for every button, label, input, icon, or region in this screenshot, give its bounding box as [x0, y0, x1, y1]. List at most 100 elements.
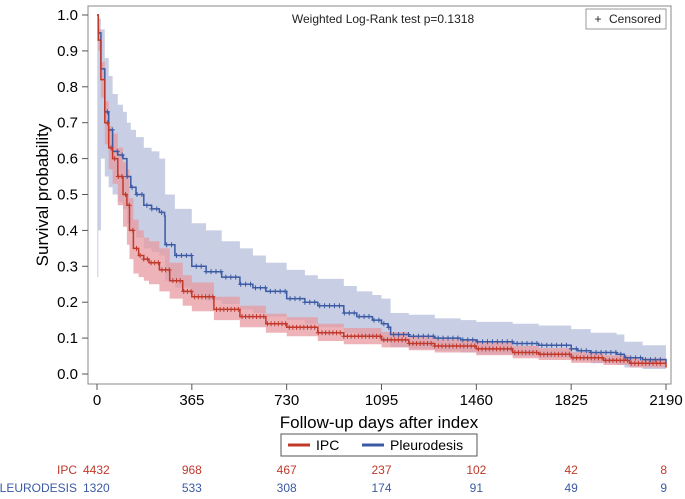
- censor-mark-pleurodesis: [460, 337, 466, 343]
- censor-mark-pleurodesis: [144, 202, 150, 208]
- censor-mark-ipc: [130, 227, 136, 233]
- censor-mark-pleurodesis: [563, 342, 569, 348]
- censor-mark-pleurodesis: [647, 357, 653, 363]
- censor-mark-pleurodesis: [480, 339, 486, 345]
- censor-mark-pleurodesis: [623, 355, 629, 361]
- censor-mark-pleurodesis: [139, 192, 145, 197]
- survival-line-pleurodesis: [97, 14, 667, 364]
- legend-ipc-label: IPC: [316, 437, 339, 453]
- censor-mark-ipc: [235, 306, 241, 312]
- censor-mark-pleurodesis: [233, 274, 239, 280]
- at-risk-value: 42: [564, 463, 578, 477]
- censor-mark-pleurodesis: [568, 346, 574, 352]
- censor-mark-pleurodesis: [272, 288, 278, 294]
- censor-mark-pleurodesis: [499, 339, 505, 345]
- at-risk-value: 968: [182, 463, 202, 477]
- at-risk-row-label: IPC: [57, 463, 77, 477]
- at-risk-value: 174: [371, 481, 391, 495]
- x-axis-title: Follow-up days after index: [280, 413, 479, 432]
- censor-mark-pleurodesis: [435, 335, 441, 341]
- censor-mark-ipc: [112, 156, 118, 162]
- censor-mark-pleurodesis: [430, 333, 436, 339]
- censor-mark-pleurodesis: [401, 332, 407, 338]
- censor-mark-pleurodesis: [618, 351, 624, 357]
- censor-mark-pleurodesis: [134, 192, 140, 197]
- censor-mark-pleurodesis: [519, 340, 525, 346]
- y-axis-title: Survival probability: [33, 123, 52, 266]
- censor-mark-pleurodesis: [312, 299, 318, 305]
- x-tick-label: 1460: [460, 392, 493, 409]
- censor-mark-pleurodesis: [336, 303, 342, 309]
- censor-mark-pleurodesis: [104, 109, 110, 115]
- at-risk-value: 308: [277, 481, 297, 495]
- censor-mark-ipc: [428, 340, 434, 346]
- x-tick-label: 730: [274, 392, 299, 409]
- censor-mark-ipc: [104, 120, 110, 126]
- censor-mark-pleurodesis: [124, 174, 130, 180]
- censor-mark-pleurodesis: [588, 349, 594, 355]
- at-risk-row-label: PLEURODESIS: [0, 481, 77, 495]
- y-tick-label: 0.2: [57, 294, 78, 311]
- censor-mark-pleurodesis: [252, 285, 258, 291]
- censor-mark-pleurodesis: [489, 339, 495, 345]
- censor-mark-ipc: [123, 192, 129, 197]
- censor-mark-ipc: [599, 355, 605, 361]
- censor-mark-pleurodesis: [425, 333, 431, 339]
- censor-mark-pleurodesis: [539, 342, 545, 348]
- censor-mark-pleurodesis: [203, 269, 209, 275]
- censor-mark-pleurodesis: [154, 206, 160, 212]
- censor-mark-pleurodesis: [549, 342, 555, 348]
- at-risk-value: 8: [660, 463, 667, 477]
- censor-mark-pleurodesis: [410, 333, 416, 339]
- censor-mark-pleurodesis: [159, 209, 165, 215]
- censor-mark-pleurodesis: [119, 152, 125, 158]
- x-tick-label: 0: [93, 392, 101, 409]
- censor-mark-pleurodesis: [109, 127, 115, 133]
- y-tick-label: 0.0: [57, 366, 78, 383]
- censor-mark-pleurodesis: [559, 342, 565, 348]
- censor-mark-ipc: [119, 174, 125, 180]
- censor-mark-pleurodesis: [193, 263, 199, 269]
- censor-mark-pleurodesis: [628, 355, 634, 361]
- y-tick-label: 0.9: [57, 43, 78, 60]
- y-tick-label: 0.8: [57, 79, 78, 96]
- censor-mark-pleurodesis: [208, 269, 214, 275]
- x-tick-label: 365: [179, 392, 204, 409]
- censor-mark-pleurodesis: [529, 340, 535, 346]
- censor-mark-pleurodesis: [327, 303, 333, 309]
- censor-mark-pleurodesis: [213, 269, 219, 275]
- censor-mark-pleurodesis: [603, 349, 609, 355]
- x-tick-label: 1095: [365, 392, 398, 409]
- censor-mark-pleurodesis: [198, 263, 204, 269]
- censor-mark-pleurodesis: [188, 253, 194, 259]
- x-tick-label: 1825: [554, 392, 587, 409]
- censor-mark-ipc: [566, 351, 572, 357]
- censor-mark-ipc: [177, 278, 183, 284]
- censor-mark-pleurodesis: [509, 339, 515, 345]
- at-risk-value: 1320: [83, 481, 110, 495]
- censor-mark-pleurodesis: [361, 314, 367, 320]
- censor-mark-pleurodesis: [415, 333, 421, 339]
- censor-mark-pleurodesis: [440, 335, 446, 341]
- censor-mark-ipc: [508, 346, 514, 352]
- censor-mark-pleurodesis: [608, 349, 614, 355]
- censor-mark-pleurodesis: [218, 269, 224, 275]
- at-risk-value: 49: [564, 481, 578, 495]
- test-annotation: Weighted Log-Rank test p=0.1318: [292, 12, 475, 26]
- censor-mark-pleurodesis: [465, 337, 471, 343]
- censor-mark-pleurodesis: [504, 339, 510, 345]
- censor-mark-pleurodesis: [248, 281, 254, 287]
- censor-mark-ipc: [625, 357, 631, 363]
- censor-mark-pleurodesis: [292, 296, 298, 302]
- censor-mark-pleurodesis: [129, 184, 135, 190]
- censor-mark-pleurodesis: [470, 337, 476, 343]
- censor-mark-pleurodesis: [164, 242, 170, 248]
- censor-mark-pleurodesis: [578, 348, 584, 354]
- at-risk-value: 9: [660, 481, 667, 495]
- censor-mark-pleurodesis: [406, 332, 412, 338]
- censor-mark-pleurodesis: [149, 206, 155, 212]
- censor-mark-pleurodesis: [652, 357, 658, 363]
- censor-mark-pleurodesis: [307, 299, 313, 305]
- censored-marker-icon: +: [594, 12, 601, 26]
- censor-mark-pleurodesis: [223, 274, 229, 280]
